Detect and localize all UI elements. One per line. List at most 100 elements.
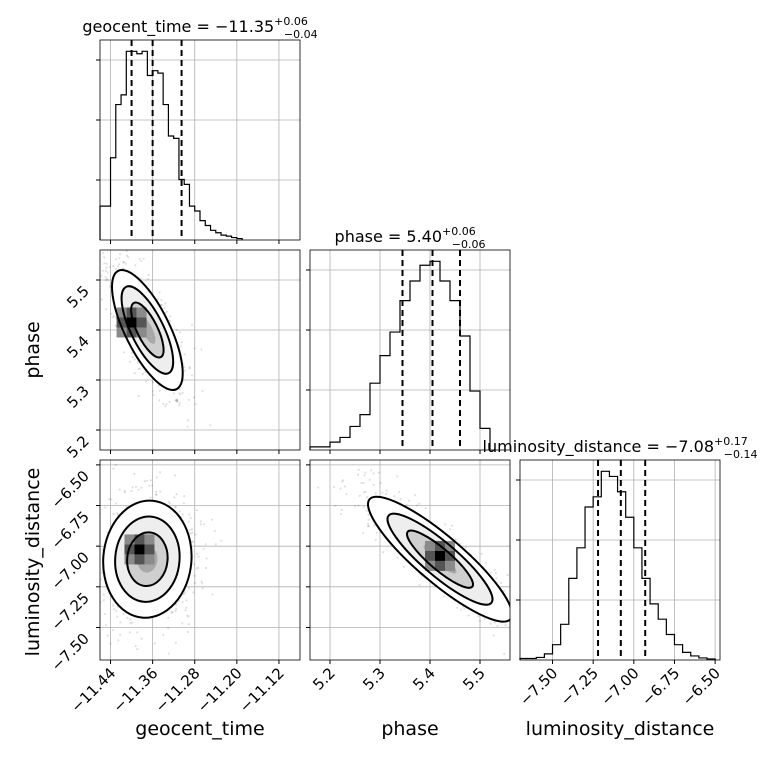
- scatter-point: [183, 495, 186, 498]
- histogram-geocent_time: [99, 50, 243, 240]
- scatter-point: [188, 513, 191, 516]
- scatter-point: [214, 543, 217, 546]
- scatter-point: [167, 627, 170, 630]
- scatter-point: [105, 277, 108, 280]
- scatter-point: [136, 631, 139, 634]
- scatter-point: [195, 509, 198, 512]
- scatter-point: [555, 642, 557, 644]
- xlabel-geocent-time: geocent_time: [135, 718, 264, 740]
- scatter-point: [90, 566, 92, 568]
- density-cell: [136, 327, 147, 338]
- scatter-point: [140, 486, 143, 489]
- scatter-point: [511, 602, 513, 604]
- scatter-point: [366, 522, 370, 526]
- scatter-point: [199, 523, 202, 526]
- scatter-point: [175, 398, 178, 402]
- scatter-point: [362, 481, 365, 485]
- scatter-point: [174, 399, 177, 402]
- scatter-point: [114, 267, 118, 270]
- scatter-point: [188, 587, 191, 590]
- scatter-point: [448, 528, 451, 531]
- scatter-point: [515, 586, 517, 588]
- scatter-point: [187, 398, 190, 401]
- scatter-point: [550, 629, 552, 631]
- scatter-point: [192, 591, 195, 594]
- scatter-point: [193, 581, 196, 585]
- scatter-point: [345, 492, 348, 496]
- scatter-point: [174, 610, 177, 613]
- scatter-point: [393, 495, 396, 498]
- panel-frame: [99, 459, 301, 661]
- density-cell: [134, 554, 145, 565]
- scatter-point: [189, 516, 192, 520]
- scatter-point: [134, 644, 137, 648]
- scatter-point: [402, 565, 405, 569]
- density-cell: [445, 550, 455, 561]
- scatter-point: [53, 570, 55, 572]
- scatter-point: [186, 614, 189, 617]
- scatter-point: [151, 390, 154, 393]
- contour-line: [120, 285, 175, 375]
- scatter-point: [201, 587, 204, 590]
- scatter-point: [129, 622, 132, 625]
- histogram-luminosity_distance: [519, 470, 716, 660]
- density-cell: [124, 554, 135, 565]
- scatter-point: [165, 403, 168, 406]
- scatter-point: [133, 472, 136, 476]
- scatter-point: [107, 497, 111, 501]
- scatter-point: [183, 369, 186, 372]
- scatter-point: [155, 493, 158, 496]
- title-luminosity-distance: luminosity_distance = −7.08+0.17 −0.14: [483, 435, 758, 461]
- scatter-point: [93, 505, 95, 507]
- scatter-point: [184, 609, 187, 612]
- scatter-point: [114, 463, 117, 466]
- density-cell: [136, 307, 147, 318]
- scatter-point: [464, 546, 467, 549]
- scatter-point: [97, 521, 99, 523]
- scatter-point: [523, 623, 525, 625]
- scatter-point: [171, 611, 174, 614]
- scatter-point: [164, 302, 167, 305]
- scatter-point: [170, 611, 173, 614]
- scatter-point: [106, 634, 109, 637]
- scatter-point: [146, 278, 150, 281]
- scatter-point: [499, 581, 502, 584]
- scatter-point: [175, 493, 178, 496]
- scatter-point: [511, 607, 513, 609]
- x-tick-label: −7.50: [516, 664, 561, 709]
- scatter-point: [331, 456, 333, 458]
- scatter-point: [125, 250, 128, 252]
- contour-line: [367, 495, 510, 623]
- scatter-point: [180, 341, 183, 344]
- scatter-point: [175, 399, 178, 402]
- scatter-point: [123, 489, 126, 493]
- scatter-point: [88, 264, 90, 266]
- scatter-point: [524, 605, 526, 607]
- y-tick-label: −7.50: [48, 630, 93, 675]
- y-tick-label: −7.00: [48, 548, 93, 593]
- scatter-point: [176, 398, 179, 401]
- scatter-point: [418, 502, 421, 505]
- scatter-point: [102, 599, 105, 602]
- scatter-point: [340, 508, 343, 512]
- scatter-point: [418, 583, 421, 587]
- scatter-point: [367, 525, 370, 528]
- scatter-point: [201, 389, 204, 393]
- scatter-point: [165, 310, 169, 313]
- x-tick-label: −7.00: [597, 664, 642, 709]
- scatter-point: [146, 479, 149, 482]
- scatter-point: [220, 539, 223, 543]
- scatter-point: [185, 599, 188, 602]
- density-cell: [126, 317, 137, 328]
- scatter-point: [178, 402, 181, 405]
- scatter-point: [142, 257, 145, 260]
- scatter-point: [506, 573, 509, 577]
- scatter-point: [302, 489, 304, 491]
- contour-line: [102, 499, 193, 619]
- scatter-point: [131, 486, 134, 489]
- scatter-point: [514, 621, 516, 623]
- title-phase: phase = 5.40+0.06 −0.06: [335, 225, 486, 251]
- scatter-point: [504, 624, 507, 627]
- scatter-point: [140, 637, 143, 640]
- scatter-point: [414, 494, 417, 497]
